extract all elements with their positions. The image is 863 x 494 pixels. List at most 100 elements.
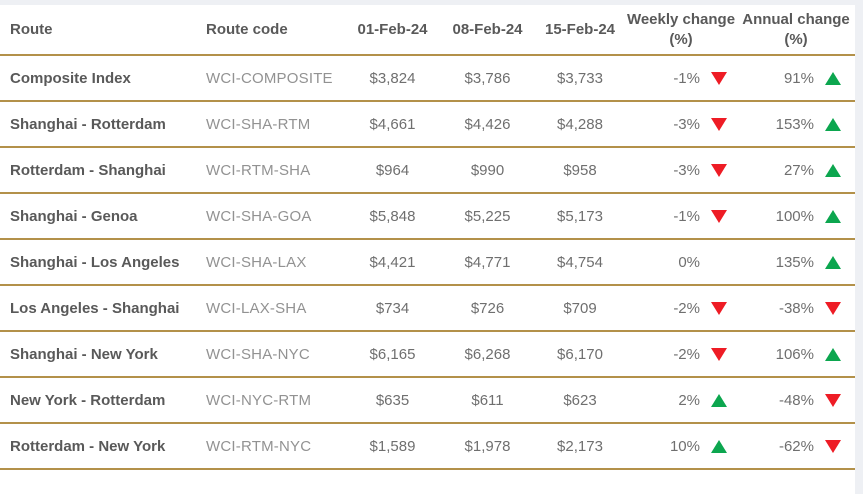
column-header-week2-date: 08-Feb-24 [452,20,523,38]
annual-change-cell: 135% [737,254,855,271]
route-name: Shanghai - Rotterdam [10,115,166,133]
table-row: Shanghai - New York WCI-SHA-NYC $6,165 $… [0,332,855,378]
weekly-change-value: -2% [673,299,700,317]
annual-change-value: -48% [778,391,814,409]
price-week2: $1,978 [464,437,511,455]
up-arrow-icon [824,209,841,223]
table-row: Shanghai - Rotterdam WCI-SHA-RTM $4,661 … [0,102,855,148]
price-week3: $2,173 [557,437,603,455]
price-week2: $726 [470,299,505,317]
weekly-trend-arrow-icon [710,393,727,407]
price-week1: $734 [375,299,410,317]
annual-trend-arrow-icon [824,347,841,361]
annual-change-value: 135% [775,253,814,271]
price-week1: $6,165 [369,345,416,363]
up-arrow-icon [824,117,841,131]
annual-trend-arrow-icon [824,71,841,85]
annual-change-cell: -62% [737,438,855,455]
weekly-change-cell: -3% [625,162,737,179]
annual-change-cell: -38% [737,300,855,317]
annual-trend-arrow-icon [824,209,841,223]
down-arrow-icon [710,209,727,223]
price-week2: $990 [470,161,505,179]
route-name: Los Angeles - Shanghai [10,299,180,317]
price-week1: $1,589 [369,437,416,455]
weekly-change-cell: 2% [625,392,737,409]
annual-change-value: -38% [778,299,814,317]
price-week2: $6,268 [464,345,511,363]
down-arrow-icon [710,71,727,85]
route-name: Composite Index [10,69,131,87]
weekly-change-value: -2% [673,345,700,363]
price-week2: $4,771 [464,253,511,271]
up-arrow-icon [824,255,841,269]
price-week3: $6,170 [557,345,603,363]
column-header-week1-date: 01-Feb-24 [357,20,428,38]
weekly-change-cell: -3% [625,116,737,133]
price-week1: $5,848 [369,207,416,225]
price-week3: $4,754 [557,253,603,271]
price-week3: $5,173 [557,207,603,225]
down-arrow-icon [710,163,727,177]
weekly-change-cell: -2% [625,300,737,317]
weekly-trend-arrow-icon [710,347,727,361]
table-row: Shanghai - Genoa WCI-SHA-GOA $5,848 $5,2… [0,194,855,240]
annual-trend-arrow-icon [824,393,841,407]
weekly-trend-arrow-icon [710,301,727,315]
route-name: Shanghai - New York [10,345,158,363]
price-week3: $4,288 [557,115,603,133]
annual-change-value: 91% [783,69,814,87]
table-row: Rotterdam - Shanghai WCI-RTM-SHA $964 $9… [0,148,855,194]
price-week2: $611 [471,391,504,409]
route-code: WCI-SHA-GOA [206,207,312,225]
weekly-change-cell: -2% [625,346,737,363]
route-name: Rotterdam - New York [10,437,166,455]
price-week2: $5,225 [464,207,511,225]
weekly-change-value: 0% [678,253,700,271]
weekly-trend-arrow-icon [710,163,727,177]
annual-change-cell: 91% [737,70,855,87]
route-name: New York - Rotterdam [10,391,166,409]
route-name: Shanghai - Genoa [10,207,138,225]
table-row: Shanghai - Los Angeles WCI-SHA-LAX $4,42… [0,240,855,286]
weekly-change-cell: 10% [625,438,737,455]
table-row: Rotterdam - New York WCI-RTM-NYC $1,589 … [0,424,855,470]
down-arrow-icon [824,301,841,315]
weekly-change-value: 10% [669,437,700,455]
annual-change-cell: 100% [737,208,855,225]
price-week3: $3,733 [557,69,603,87]
table-header-row: Route Route code 01-Feb-24 08-Feb-24 15-… [0,5,855,56]
route-name: Shanghai - Los Angeles [10,253,180,271]
route-code: WCI-LAX-SHA [206,299,307,317]
weekly-trend-arrow-icon [710,255,727,269]
annual-change-cell: -48% [737,392,855,409]
price-week3: $623 [563,391,597,409]
weekly-change-value: 2% [678,391,700,409]
up-arrow-icon [824,163,841,177]
weekly-trend-arrow-icon [710,71,727,85]
price-week1: $4,421 [369,253,416,271]
table-row: Los Angeles - Shanghai WCI-LAX-SHA $734 … [0,286,855,332]
route-code: WCI-NYC-RTM [206,391,312,409]
price-week3: $958 [563,161,597,179]
price-week1: $3,824 [369,69,416,87]
weekly-change-value: -1% [673,207,700,225]
route-code: WCI-SHA-LAX [206,253,307,271]
price-week2: $4,426 [464,115,511,133]
weekly-change-cell: 0% [625,254,737,271]
weekly-change-value: -3% [673,115,700,133]
rates-table: Route Route code 01-Feb-24 08-Feb-24 15-… [0,5,855,494]
weekly-trend-arrow-icon [710,439,727,453]
column-header-week3-date: 15-Feb-24 [544,20,616,38]
table-row: Composite Index WCI-COMPOSITE $3,824 $3,… [0,56,855,102]
table-row: New York - Rotterdam WCI-NYC-RTM $635 $6… [0,378,855,424]
column-header-route: Route [10,20,53,38]
up-arrow-icon [710,393,727,407]
route-code: WCI-RTM-SHA [206,161,311,179]
annual-change-cell: 153% [737,116,855,133]
route-code: WCI-SHA-RTM [206,115,311,133]
column-header-route-code: Route code [206,20,288,38]
weekly-change-cell: -1% [625,208,737,225]
route-code: WCI-SHA-NYC [206,345,310,363]
weekly-change-cell: -1% [625,70,737,87]
